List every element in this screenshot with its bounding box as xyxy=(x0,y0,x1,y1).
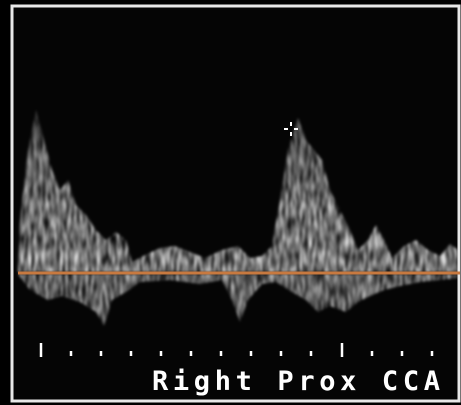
reverse-flow xyxy=(18,274,458,326)
crosshair-cursor xyxy=(284,122,298,136)
time-scale xyxy=(39,343,434,357)
spectral-waveform xyxy=(18,110,458,326)
image-frame xyxy=(10,4,461,403)
forward-flow xyxy=(18,110,458,272)
